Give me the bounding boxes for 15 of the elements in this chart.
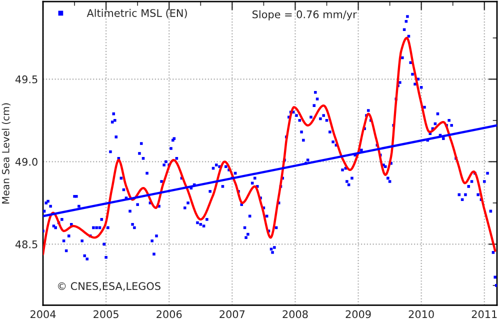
x-tick-label: 2008	[282, 310, 308, 318]
y-tick-label: 48.5	[15, 240, 38, 248]
y-tick-label: 49.5	[15, 75, 38, 84]
y-tick-label: 49.0	[15, 158, 38, 166]
x-tick-label: 2006	[156, 310, 182, 318]
x-tick-label: 2009	[346, 310, 371, 318]
x-tick-label: 2007	[220, 310, 245, 318]
y-axis-title: Mean Sea Level (cm)	[2, 103, 10, 204]
x-tick-label: 2004	[30, 310, 56, 318]
x-tick-label: 2011	[472, 310, 497, 318]
annotation: © CNES,ESA,LEGOS	[58, 282, 160, 292]
legend-label: Altimetric MSL (EN)	[86, 8, 187, 18]
annotation: Slope = 0.76 mm/yr	[252, 10, 357, 20]
x-tick-label: 2010	[408, 310, 434, 318]
x-tick-label: 2005	[94, 310, 118, 318]
